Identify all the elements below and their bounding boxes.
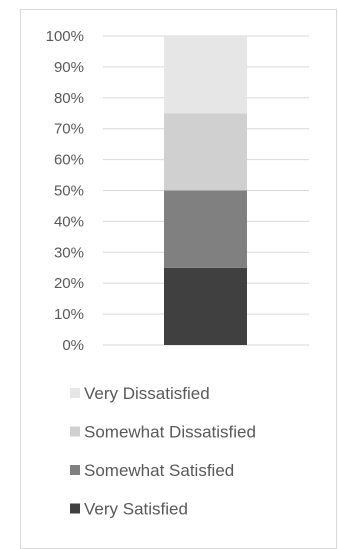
- y-tick-label: 70%: [54, 121, 84, 138]
- bar-segment: [164, 267, 247, 345]
- legend-label: Very Satisfied: [84, 500, 188, 519]
- y-tick-label: 100%: [46, 28, 84, 45]
- bar-segment: [164, 190, 247, 268]
- y-tick-label: 10%: [54, 306, 84, 323]
- y-tick-label: 40%: [54, 213, 84, 230]
- legend-swatch: [70, 388, 80, 398]
- legend-swatch: [70, 503, 80, 514]
- legend-label: Somewhat Satisfied: [84, 461, 234, 480]
- y-axis-tick-labels: 0% 10% 20% 30% 40% 50% 60% 70% 80% 90% 100%: [46, 28, 84, 354]
- legend-swatch: [70, 426, 80, 437]
- y-tick-label: 90%: [54, 59, 84, 76]
- bar-segment: [164, 36, 247, 114]
- y-tick-label: 80%: [54, 90, 84, 107]
- stacked-bar-chart: 0% 10% 20% 30% 40% 50% 60% 70% 80% 90% 100% Very D…: [46, 28, 309, 519]
- legend: Very Dissatisfied Somewhat Dissatisfied So…: [70, 384, 256, 519]
- bar-segment: [164, 113, 247, 191]
- y-tick-label: 20%: [54, 275, 84, 292]
- y-tick-label: 30%: [54, 244, 84, 261]
- bar-segments: [164, 36, 247, 345]
- y-tick-label: 0%: [62, 337, 84, 354]
- legend-label: Somewhat Dissatisfied: [84, 423, 256, 442]
- y-tick-label: 60%: [54, 152, 84, 169]
- legend-label: Very Dissatisfied: [84, 384, 210, 403]
- y-tick-label: 50%: [54, 183, 84, 200]
- legend-swatch: [70, 465, 80, 475]
